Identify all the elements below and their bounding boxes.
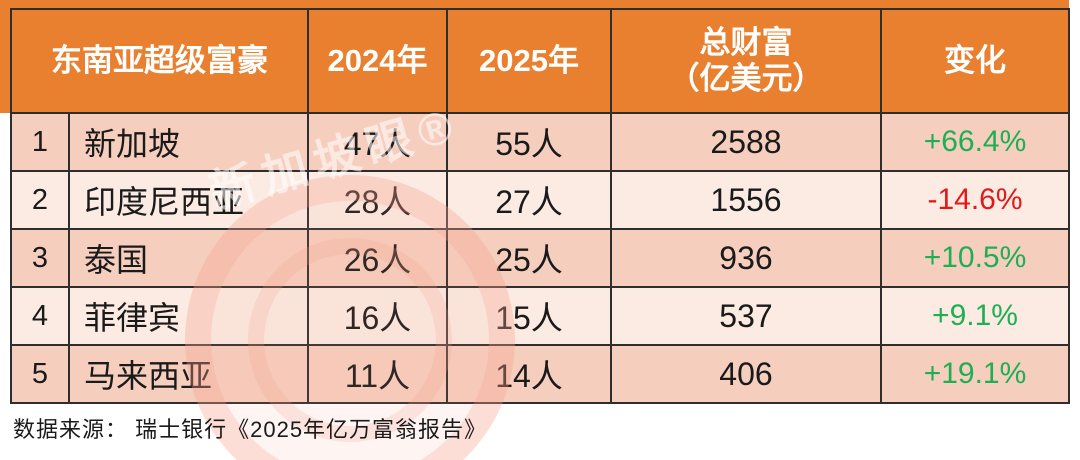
rank-cell: 2 — [10, 170, 70, 230]
rank-cell: 5 — [10, 344, 70, 404]
billionaires-table: 东南亚超级富豪 2024年 2025年 总财富 （亿美元） 变化 1 新加坡 4… — [10, 8, 1070, 404]
change-cell: +9.1% — [880, 286, 1070, 346]
change-cell: +19.1% — [880, 344, 1070, 404]
table-row-indonesia: 2 印度尼西亚 28人 27人 1556 -14.6% — [10, 170, 1070, 230]
wealth-cell: 2588 — [610, 112, 882, 172]
total-wealth-line2: （亿美元） — [668, 61, 824, 96]
country-cell: 菲律宾 — [68, 286, 309, 346]
table-header-row: 东南亚超级富豪 2024年 2025年 总财富 （亿美元） 变化 — [10, 8, 1070, 114]
country-cell: 马来西亚 — [68, 344, 309, 404]
count-2025-cell: 55人 — [446, 112, 612, 172]
change-cell: +10.5% — [880, 228, 1070, 288]
wealth-cell: 537 — [610, 286, 882, 346]
count-2024-cell: 11人 — [307, 344, 448, 404]
count-2024-cell: 26人 — [307, 228, 448, 288]
table-row-thailand: 3 泰国 26人 25人 936 +10.5% — [10, 228, 1070, 288]
wealth-cell: 406 — [610, 344, 882, 404]
total-wealth-line1: 总财富 — [699, 25, 793, 61]
wealth-cell: 936 — [610, 228, 882, 288]
rank-cell: 1 — [10, 112, 70, 172]
country-cell: 泰国 — [68, 228, 309, 288]
change-cell: +66.4% — [880, 112, 1070, 172]
header-cell-2025: 2025年 — [446, 8, 612, 114]
country-cell: 印度尼西亚 — [68, 170, 309, 230]
count-2025-cell: 27人 — [446, 170, 612, 230]
header-cell-change: 变化 — [880, 8, 1070, 114]
table-row-singapore: 1 新加坡 47人 55人 2588 +66.4% — [10, 112, 1070, 172]
table-row-philippines: 4 菲律宾 16人 15人 537 +9.1% — [10, 286, 1070, 346]
wealth-cell: 1556 — [610, 170, 882, 230]
count-2024-cell: 47人 — [307, 112, 448, 172]
count-2025-cell: 25人 — [446, 228, 612, 288]
data-source-note: 数据来源： 瑞士银行《2025年亿万富翁报告》 — [13, 417, 488, 442]
header-cell-2024: 2024年 — [307, 8, 448, 114]
count-2024-cell: 28人 — [307, 170, 448, 230]
change-cell: -14.6% — [880, 170, 1070, 230]
rank-cell: 3 — [10, 228, 70, 288]
rank-cell: 4 — [10, 286, 70, 346]
header-cell-region: 东南亚超级富豪 — [10, 8, 309, 114]
count-2025-cell: 14人 — [446, 344, 612, 404]
country-cell: 新加坡 — [68, 112, 309, 172]
count-2025-cell: 15人 — [446, 286, 612, 346]
table-row-malaysia: 5 马来西亚 11人 14人 406 +19.1% — [10, 344, 1070, 404]
count-2024-cell: 16人 — [307, 286, 448, 346]
header-cell-total-wealth: 总财富 （亿美元） — [610, 8, 882, 114]
